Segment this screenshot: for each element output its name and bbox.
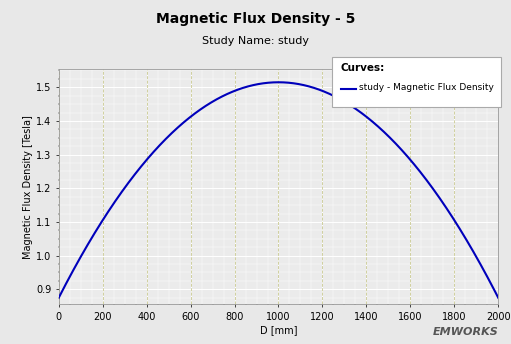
X-axis label: D [mm]: D [mm] bbox=[260, 325, 297, 335]
Text: Study Name: study: Study Name: study bbox=[202, 36, 309, 46]
Text: EMWORKS: EMWORKS bbox=[432, 327, 498, 337]
Text: Magnetic Flux Density - 5: Magnetic Flux Density - 5 bbox=[156, 12, 355, 26]
Y-axis label: Magnetic Flux Density [Tesla]: Magnetic Flux Density [Tesla] bbox=[23, 115, 33, 259]
Text: study - Magnetic Flux Density: study - Magnetic Flux Density bbox=[359, 83, 494, 92]
Text: Curves:: Curves: bbox=[341, 63, 385, 73]
